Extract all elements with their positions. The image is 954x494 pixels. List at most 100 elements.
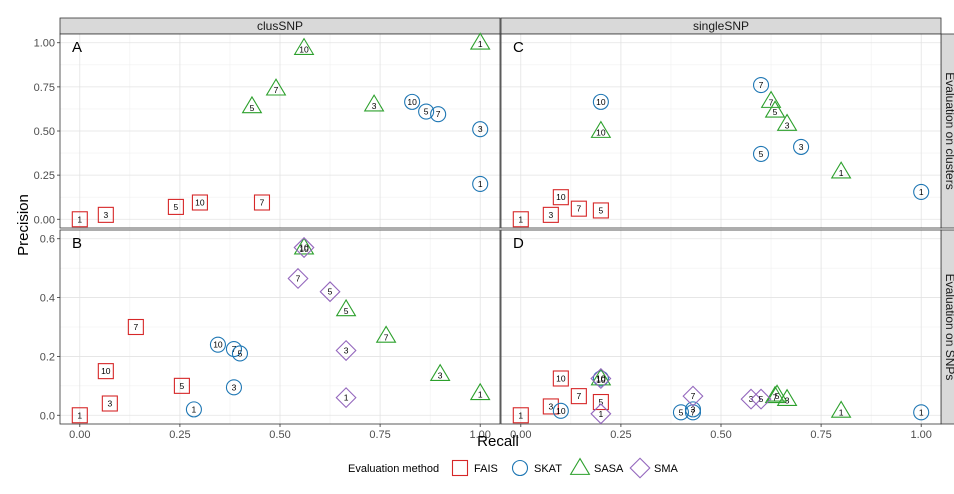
legend-key-fais bbox=[451, 459, 469, 477]
x-tick-label: 0.25 bbox=[610, 429, 631, 441]
point-label: 7 bbox=[260, 197, 265, 207]
y-tick-label: 0.25 bbox=[34, 170, 55, 182]
point-marker-sma bbox=[740, 388, 762, 410]
data-point-sasa: 5 bbox=[764, 100, 786, 118]
point-label: 3 bbox=[799, 142, 804, 152]
point-label: 7 bbox=[133, 322, 138, 332]
data-point-sasa: 5 bbox=[335, 298, 357, 317]
data-point-sasa: 1 bbox=[469, 382, 491, 401]
legend-entry-skat: SKAT bbox=[511, 459, 562, 477]
data-point-skat: 3 bbox=[684, 401, 702, 418]
point-marker-skat bbox=[209, 336, 226, 353]
point-marker-skat bbox=[430, 106, 447, 123]
data-point-sma: 1 bbox=[590, 403, 612, 425]
y-tick-label: 0.75 bbox=[34, 82, 55, 94]
panel-letter: A bbox=[72, 39, 82, 56]
point-marker-skat bbox=[752, 77, 770, 94]
point-marker-sasa bbox=[766, 384, 788, 402]
data-point-skat: 10 bbox=[209, 336, 226, 353]
point-marker-skat bbox=[225, 379, 243, 396]
point-marker-sma bbox=[319, 281, 341, 303]
point-marker-fais bbox=[71, 407, 88, 424]
point-marker-sasa bbox=[830, 161, 852, 179]
data-point-sasa: 7 bbox=[764, 385, 786, 404]
x-tick-label: 0.50 bbox=[710, 429, 731, 441]
facet-strip-singleSNP: singleSNP bbox=[500, 17, 942, 35]
point-label: 1 bbox=[77, 214, 82, 224]
point-label: 3 bbox=[548, 401, 553, 411]
point-marker-skat bbox=[185, 401, 202, 418]
point-label: 3 bbox=[785, 396, 790, 406]
data-point-fais: 3 bbox=[101, 395, 118, 412]
data-point-fais: 10 bbox=[552, 370, 569, 387]
data-point-fais: 3 bbox=[542, 398, 559, 415]
data-point-skat: 5 bbox=[231, 345, 249, 362]
x-axis-title: Recall bbox=[477, 433, 519, 450]
point-label: 7 bbox=[576, 391, 581, 401]
point-marker-skat bbox=[684, 404, 702, 421]
point-label: 5 bbox=[180, 381, 185, 391]
point-label: 7 bbox=[436, 109, 441, 119]
x-tick-label: 0.75 bbox=[369, 429, 390, 441]
point-label: 3 bbox=[548, 210, 553, 220]
panel-grid-1-0: 0.0 0.2 0.4 0.6 0.00 0.25 0.50 0.75 1.00 bbox=[40, 229, 501, 441]
point-marker-fais bbox=[542, 398, 559, 415]
data-point-skat: 5 bbox=[418, 103, 435, 120]
facet-strip-label: clusSNP bbox=[257, 19, 303, 33]
data-point-skat: 7 bbox=[684, 404, 702, 421]
point-label: 7 bbox=[384, 332, 389, 342]
point-marker-sasa bbox=[469, 32, 491, 50]
data-point-sasa: 10 bbox=[293, 37, 315, 55]
legend: Evaluation method FAIS SKAT SASA SMA bbox=[348, 457, 679, 479]
facet-strip-row-0: Evaluation on clusters bbox=[940, 33, 954, 229]
point-marker-fais bbox=[570, 388, 587, 405]
point-label: 10 bbox=[299, 45, 309, 55]
data-point-fais: 7 bbox=[570, 388, 587, 405]
point-label: 7 bbox=[759, 80, 764, 90]
data-point-sasa: 10 bbox=[293, 237, 315, 255]
point-marker-fais bbox=[542, 206, 559, 223]
data-point-fais: 5 bbox=[592, 393, 609, 411]
y-tick-label: 0.0 bbox=[40, 410, 55, 422]
point-label: 10 bbox=[596, 375, 606, 385]
data-point-fais: 1 bbox=[71, 407, 88, 424]
point-marker-sma bbox=[287, 267, 309, 289]
data-point-sasa: 3 bbox=[363, 94, 385, 112]
data-point-fais: 1 bbox=[71, 211, 88, 228]
panel-border bbox=[500, 33, 942, 229]
y-tick-label: 0.6 bbox=[40, 234, 55, 246]
data-point-skat: 7 bbox=[430, 106, 447, 123]
point-marker-sasa bbox=[293, 37, 315, 55]
point-label: 10 bbox=[299, 243, 309, 253]
x-tick-label: 0.25 bbox=[169, 429, 190, 441]
point-label: 10 bbox=[596, 97, 606, 107]
data-point-skat: 3 bbox=[793, 138, 810, 155]
point-label: 5 bbox=[773, 107, 778, 117]
data-point-skat: 10 bbox=[404, 93, 421, 110]
data-point-sasa: 5 bbox=[766, 384, 788, 402]
point-label: 5 bbox=[344, 306, 349, 316]
data-point-fais: 3 bbox=[97, 206, 114, 223]
data-point-skat: 1 bbox=[472, 175, 489, 193]
legend-label: FAIS bbox=[474, 463, 498, 475]
point-label: 1 bbox=[518, 214, 523, 224]
point-label: 1 bbox=[919, 407, 924, 417]
x-tick-label: 1.00 bbox=[469, 429, 490, 441]
point-marker-fais bbox=[592, 393, 609, 411]
point-label: 1 bbox=[839, 407, 844, 417]
point-label: 10 bbox=[299, 244, 309, 254]
data-point-fais: 3 bbox=[542, 206, 559, 223]
point-label: 3 bbox=[478, 124, 483, 134]
point-marker-sasa bbox=[375, 325, 397, 343]
data-point-sasa: 7 bbox=[265, 78, 287, 96]
point-label: 10 bbox=[407, 97, 417, 107]
facet-strip-label: singleSNP bbox=[693, 19, 749, 33]
point-marker-skat bbox=[404, 93, 421, 110]
point-label: 3 bbox=[107, 399, 112, 409]
legend-key-skat bbox=[511, 459, 529, 477]
point-marker-skat bbox=[913, 183, 930, 200]
point-marker-skat bbox=[672, 404, 690, 421]
